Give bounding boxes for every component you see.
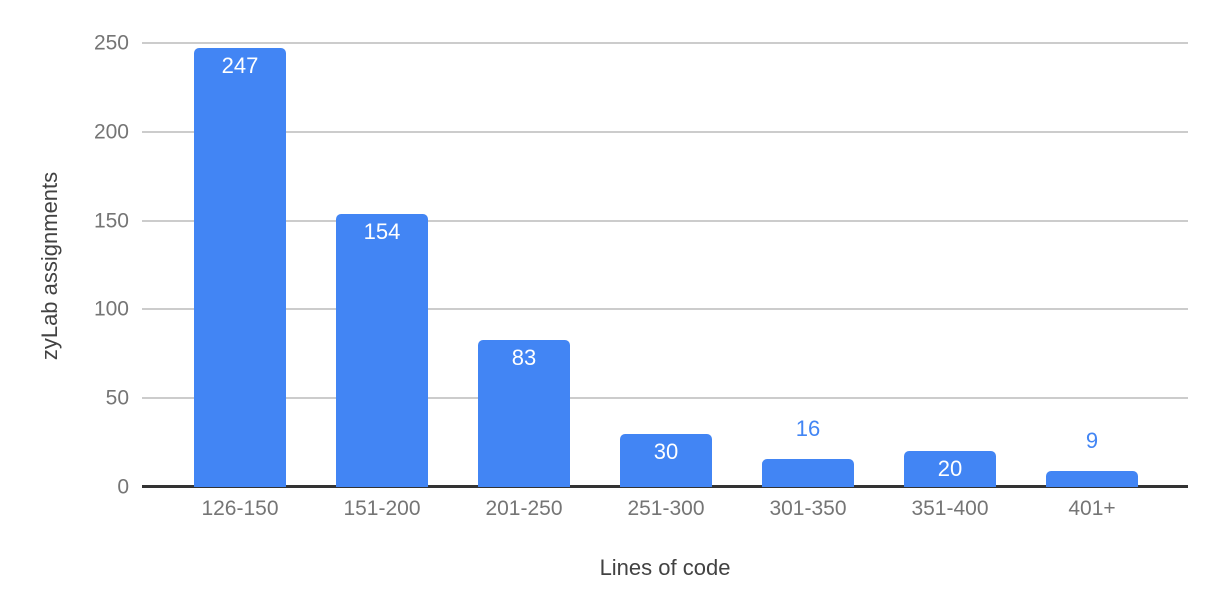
x-axis-tick-label-201-250: 201-250: [485, 497, 563, 520]
x-axis-tick-label-151-200: 151-200: [343, 497, 421, 520]
bar-value-label-351-400: 20: [937, 456, 963, 482]
bar-column-126-150: 247: [169, 43, 311, 487]
bar-column-201-250: 83: [453, 43, 595, 487]
y-axis-tick-label-0: 0: [117, 475, 129, 499]
y-axis-tick-label-100: 100: [93, 297, 129, 321]
x-axis-tick-label-401+: 401+: [1068, 497, 1116, 520]
x-axis-tick-label-301-350: 301-350: [769, 497, 847, 520]
gridline-50: [142, 397, 1188, 400]
gridline-150: [142, 219, 1188, 222]
bar-column-401+: 9: [1021, 43, 1163, 487]
bar-251-300: 30: [620, 433, 712, 487]
bar-351-400: 20: [904, 451, 996, 487]
bar-value-label-401+: 9: [1085, 428, 1099, 454]
bar-value-label-151-200: 154: [363, 218, 401, 244]
bar-value-label-251-300: 30: [653, 438, 679, 464]
bar-201-250: 83: [478, 339, 570, 487]
bar-column-151-200: 154: [311, 43, 453, 487]
x-axis-tick-labels: 126-150 151-200 201-250 251-300 301-350 351-4…: [169, 496, 1163, 522]
bar-151-200: 154: [336, 213, 428, 487]
bar-column-301-350: 16: [737, 43, 879, 487]
bar-column-251-300: 30: [595, 43, 737, 487]
bars-row: 247 154 83 30 16 20 9: [169, 43, 1163, 487]
y-axis-tick-label-50: 50: [105, 386, 129, 410]
y-axis-tick-label-200: 200: [93, 120, 129, 144]
x-axis-tick-label-351-400: 351-400: [911, 497, 989, 520]
x-axis-title: Lines of code: [599, 555, 731, 580]
bar-126-150: 247: [194, 48, 286, 487]
gridline-200: [142, 130, 1188, 133]
y-axis-tick-label-250: 250: [93, 31, 129, 55]
plot-area: 0 50 100 150 200 250 247 154 83 30 16 20 9: [94, 33, 1188, 498]
bar-column-351-400: 20: [879, 43, 1021, 487]
bar-301-350: 16: [762, 417, 854, 487]
bar-401+: 9: [1046, 430, 1138, 487]
y-axis-title: zyLab assignments: [37, 171, 62, 361]
gridline-250: [142, 42, 1188, 44]
y-axis-tick-label-150: 150: [93, 209, 129, 233]
x-axis-tick-label-126-150: 126-150: [201, 497, 279, 520]
bar-value-label-201-250: 83: [511, 344, 537, 370]
bar-value-label-301-350: 16: [795, 415, 821, 441]
x-axis-tick-label-251-300: 251-300: [627, 497, 705, 520]
gridline-100: [142, 308, 1188, 311]
bar-value-label-126-150: 247: [221, 53, 259, 79]
